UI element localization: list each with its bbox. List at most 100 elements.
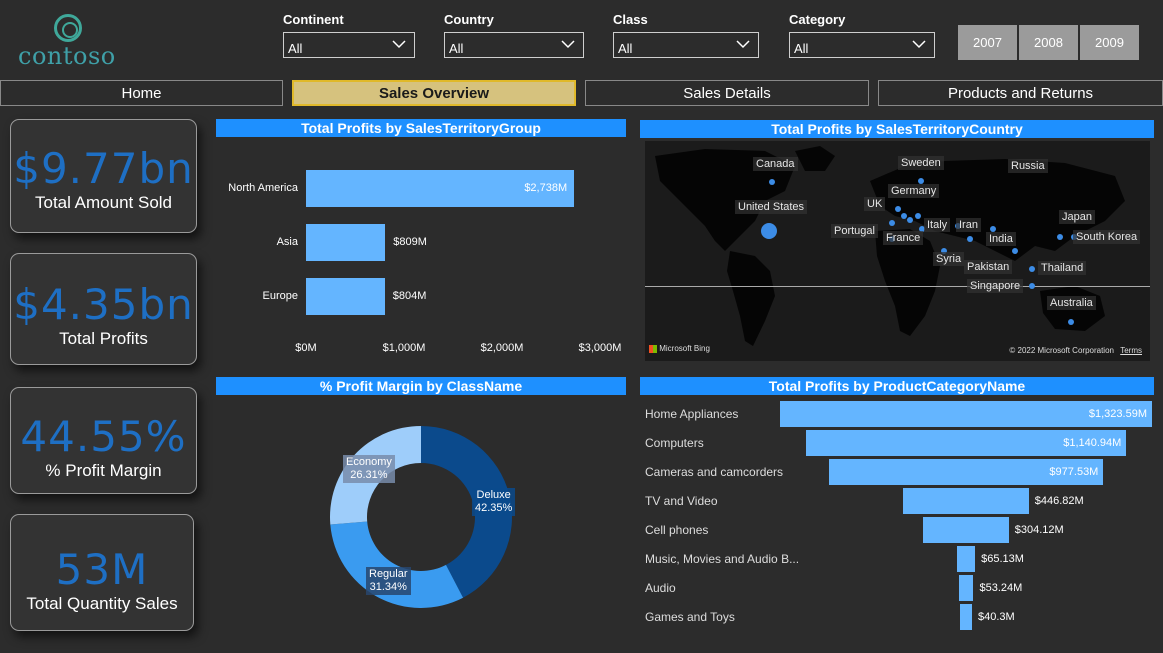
map-label: Japan	[1059, 210, 1095, 224]
category-label: Europe	[262, 290, 298, 302]
bar[interactable]	[805, 430, 1127, 456]
category-label: Home Appliances	[645, 407, 739, 421]
logo-mark-icon	[54, 14, 82, 42]
donut-slice-regular[interactable]	[330, 521, 464, 608]
territory-map[interactable]: Canada Sweden Russia Germany UK United S…	[645, 141, 1150, 361]
bar[interactable]	[923, 517, 1009, 543]
class-slicer: Class All	[613, 12, 759, 58]
panel-title-territory-group: Total Profits by SalesTerritoryGroup	[216, 119, 626, 137]
slice-name: Regular	[369, 568, 408, 580]
category-dropdown[interactable]: All	[789, 32, 935, 58]
map-copyright: © 2022 Microsoft Corporation Terms	[1009, 346, 1142, 355]
map-label: UK	[864, 197, 886, 211]
country-label: Country	[444, 12, 494, 27]
kpi-card-amount-sold: $9.77bn Total Amount Sold	[10, 119, 197, 233]
bar[interactable]	[306, 224, 386, 261]
country-dropdown[interactable]: All	[444, 32, 584, 58]
donut-label: Economy 26.31%	[343, 455, 395, 483]
slice-value: 42.35%	[475, 502, 513, 514]
slice-value: 26.31%	[350, 469, 388, 481]
map-bubble[interactable]	[895, 206, 901, 212]
map-bubble[interactable]	[1029, 283, 1035, 289]
x-tick-label: $2,000M	[480, 342, 524, 354]
map-label: United States	[735, 200, 808, 214]
panel-title-territory-country: Total Profits by SalesTerritoryCountry	[640, 120, 1154, 138]
map-bubble[interactable]	[915, 213, 921, 219]
x-tick-label: $1,000M	[382, 342, 426, 354]
map-bubble[interactable]	[1029, 266, 1035, 272]
category-label: Games and Toys	[645, 610, 735, 624]
nav-home[interactable]: Home	[0, 80, 283, 106]
bar[interactable]	[780, 401, 1152, 427]
map-bubble[interactable]	[769, 179, 775, 185]
slice-value: 31.34%	[369, 581, 407, 593]
donut-svg	[330, 426, 512, 608]
bar[interactable]	[958, 575, 974, 601]
value-label: $53.24M	[979, 582, 1023, 594]
donut-slice-deluxe[interactable]	[421, 426, 512, 598]
category-label: Music, Movies and Audio B...	[645, 552, 800, 566]
kpi-card-total-profits: $4.35bn Total Profits	[10, 253, 197, 365]
continent-label: Continent	[283, 12, 344, 27]
chevron-down-icon	[392, 40, 406, 49]
kpi-caption: Total Amount Sold	[34, 193, 173, 212]
map-gridline	[645, 286, 1150, 287]
kpi-value: 44.55%	[20, 412, 187, 461]
year-button[interactable]: 2007	[958, 25, 1017, 60]
x-tick-label: $3,000M	[578, 342, 622, 354]
map-bubble[interactable]	[990, 226, 996, 232]
map-label: Australia	[1047, 296, 1096, 310]
year-button[interactable]: 2008	[1019, 25, 1078, 60]
bar[interactable]	[306, 170, 575, 207]
copyright-text: © 2022 Microsoft Corporation	[1009, 346, 1114, 355]
class-dropdown[interactable]: All	[613, 32, 759, 58]
map-label: Pakistan	[964, 260, 1013, 274]
map-label: South Korea	[1073, 230, 1141, 244]
map-bubble[interactable]	[1068, 319, 1074, 325]
map-bubble[interactable]	[907, 217, 913, 223]
bar[interactable]	[903, 488, 1029, 514]
panel-title-category: Total Profits by ProductCategoryName	[640, 377, 1154, 395]
map-bubble[interactable]	[901, 213, 907, 219]
world-map-shape	[655, 146, 1125, 346]
map-label: Thailand	[1038, 261, 1087, 275]
kpi-card-profit-margin: 44.55% % Profit Margin	[10, 387, 197, 494]
continent-dropdown[interactable]: All	[283, 32, 415, 58]
kpi-caption: Total Profits	[59, 329, 148, 348]
bar[interactable]	[828, 459, 1104, 485]
chevron-down-icon	[561, 40, 575, 49]
map-label: Singapore	[967, 279, 1024, 293]
nav-sales-details[interactable]: Sales Details	[585, 80, 869, 106]
map-bubble[interactable]	[761, 223, 777, 239]
category-label: North America	[228, 182, 298, 194]
map-bubble[interactable]	[1012, 248, 1018, 254]
map-bubble[interactable]	[889, 220, 895, 226]
nav-products-returns[interactable]: Products and Returns	[878, 80, 1163, 106]
category-value: All	[794, 41, 809, 56]
year-button[interactable]: 2009	[1080, 25, 1139, 60]
map-bubble[interactable]	[967, 236, 973, 242]
terms-link[interactable]: Terms	[1120, 346, 1142, 355]
map-label: India	[986, 232, 1016, 246]
map-bubble[interactable]	[918, 178, 924, 184]
map-bubble[interactable]	[919, 226, 925, 232]
value-label: $1,323.59M	[1088, 408, 1147, 420]
nav-sales-overview[interactable]: Sales Overview	[292, 80, 576, 106]
slice-name: Economy	[346, 456, 392, 468]
map-bubble[interactable]	[1057, 234, 1063, 240]
map-label: Germany	[888, 184, 940, 198]
chevron-down-icon	[912, 40, 926, 49]
map-label: Iran	[956, 218, 981, 232]
logo-text: contoso	[18, 42, 116, 70]
value-label: $304.12M	[1014, 524, 1064, 536]
bar[interactable]	[306, 278, 385, 315]
value-label: $809M	[393, 236, 427, 248]
country-value: All	[449, 41, 464, 56]
donut-label: Deluxe 42.35%	[472, 488, 516, 516]
bing-label: Microsoft Bing	[659, 344, 710, 353]
bing-attribution: Microsoft Bing	[649, 344, 710, 353]
value-label: $2,738M	[524, 182, 568, 194]
map-bubble[interactable]	[941, 248, 947, 254]
bar[interactable]	[960, 604, 972, 630]
bar[interactable]	[956, 546, 976, 572]
